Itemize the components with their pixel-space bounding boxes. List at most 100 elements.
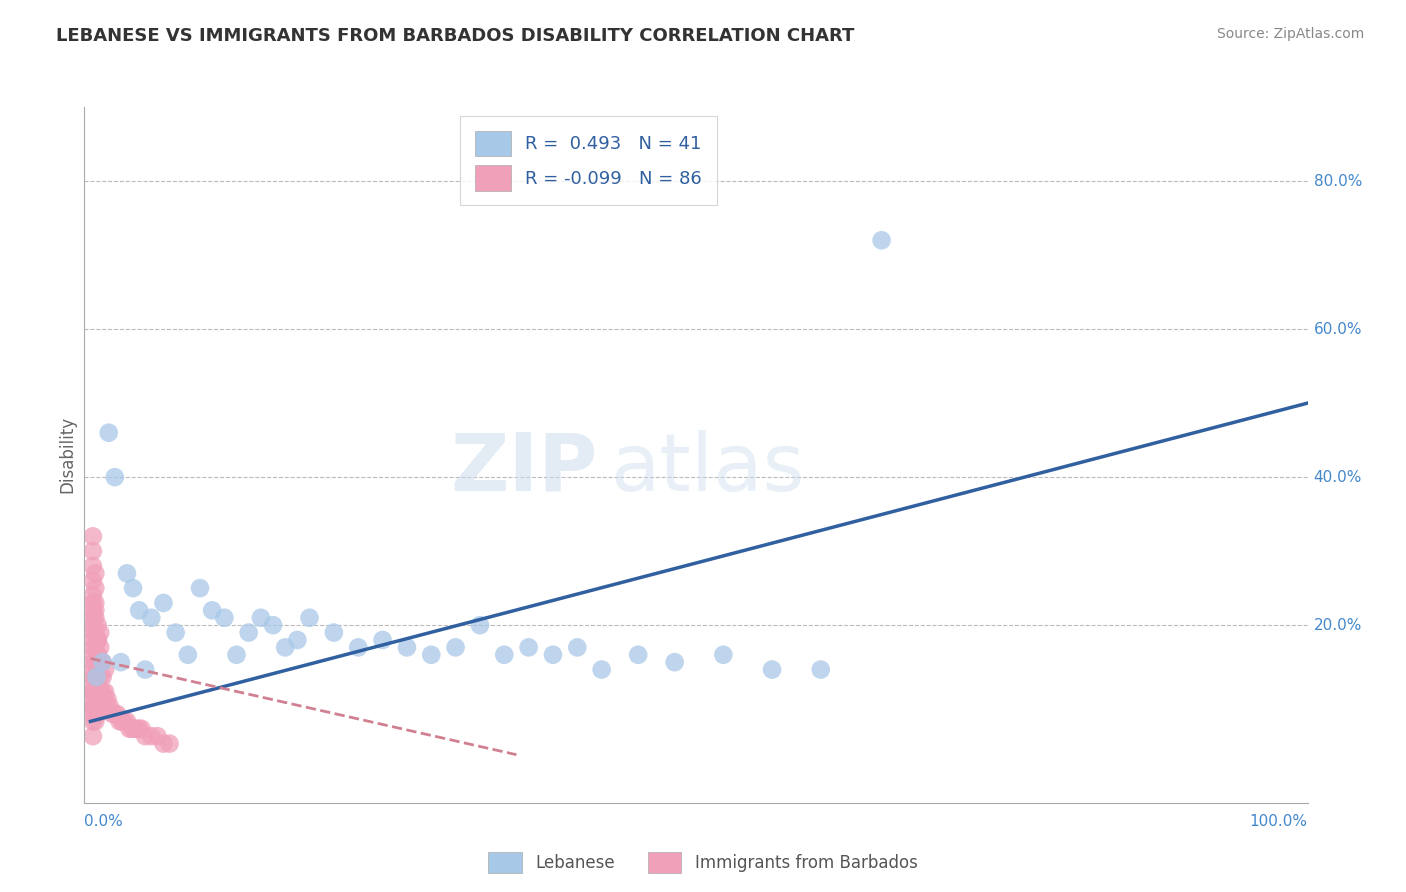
Point [591,663,613,677]
Point [322,625,344,640]
Point [131,722,153,736]
Point [82,618,104,632]
Text: Source: ZipAtlas.com: Source: ZipAtlas.com [1216,27,1364,41]
Point [91,692,114,706]
Point [87,648,110,662]
Point [134,663,156,677]
Point [262,618,284,632]
Point [82,677,104,691]
Point [82,544,104,558]
Point [105,706,128,721]
Point [87,663,110,677]
Point [104,706,127,721]
Point [177,648,200,662]
Point [84,611,107,625]
Point [250,611,273,625]
Point [285,632,308,647]
Point [159,737,181,751]
Point [420,648,443,662]
Point [121,722,143,736]
Point [141,611,163,625]
Point [238,625,260,640]
Point [82,655,104,669]
Point [870,233,893,247]
Point [84,670,107,684]
Point [468,618,491,632]
Text: 80.0%: 80.0% [1313,174,1362,188]
Point [82,729,104,743]
Point [128,722,150,736]
Point [146,729,169,743]
Point [444,640,467,655]
Point [141,729,163,743]
Point [82,670,104,684]
Point [89,625,111,640]
Point [84,581,107,595]
Point [82,625,104,640]
Point [82,558,104,573]
Point [82,574,104,588]
Y-axis label: Disability: Disability [58,417,76,493]
Point [395,640,418,655]
Point [87,632,110,647]
Point [517,640,540,655]
Point [87,706,110,721]
Point [84,603,107,617]
Point [114,714,136,729]
Legend: Lebanese, Immigrants from Barbados: Lebanese, Immigrants from Barbados [482,846,924,880]
Point [82,692,104,706]
Point [627,648,650,662]
Point [82,663,104,677]
Point [347,640,370,655]
Point [87,699,110,714]
Point [94,692,117,706]
Text: 100.0%: 100.0% [1250,814,1308,829]
Point [82,706,104,721]
Point [84,699,107,714]
Point [84,655,107,669]
Point [165,625,187,640]
Point [82,603,104,617]
Point [94,699,117,714]
Point [86,670,108,684]
Point [298,611,321,625]
Point [91,699,114,714]
Point [214,611,236,625]
Point [89,640,111,655]
Point [84,685,107,699]
Point [664,655,686,669]
Point [98,699,121,714]
Text: 0.0%: 0.0% [84,814,124,829]
Point [122,581,145,595]
Point [110,655,132,669]
Text: 20.0%: 20.0% [1313,617,1362,632]
Point [87,677,110,691]
Point [541,648,564,662]
Point [94,663,117,677]
Point [89,670,111,684]
Point [96,692,118,706]
Legend: R =  0.493   N = 41, R = -0.099   N = 86: R = 0.493 N = 41, R = -0.099 N = 86 [460,116,717,205]
Text: LEBANESE VS IMMIGRANTS FROM BARBADOS DISABILITY CORRELATION CHART: LEBANESE VS IMMIGRANTS FROM BARBADOS DIS… [56,27,855,45]
Point [96,699,118,714]
Point [125,722,148,736]
Point [82,589,104,603]
Point [810,663,832,677]
Point [225,648,247,662]
Point [201,603,224,617]
Point [104,470,127,484]
Point [567,640,589,655]
Point [87,618,110,632]
Point [84,640,107,655]
Point [91,655,114,669]
Point [91,655,114,669]
Point [82,714,104,729]
Point [761,663,783,677]
Point [84,625,107,640]
Point [711,648,734,662]
Text: ZIP: ZIP [451,430,598,508]
Point [115,714,138,729]
Point [152,596,174,610]
Point [128,603,150,617]
Text: 60.0%: 60.0% [1313,322,1362,336]
